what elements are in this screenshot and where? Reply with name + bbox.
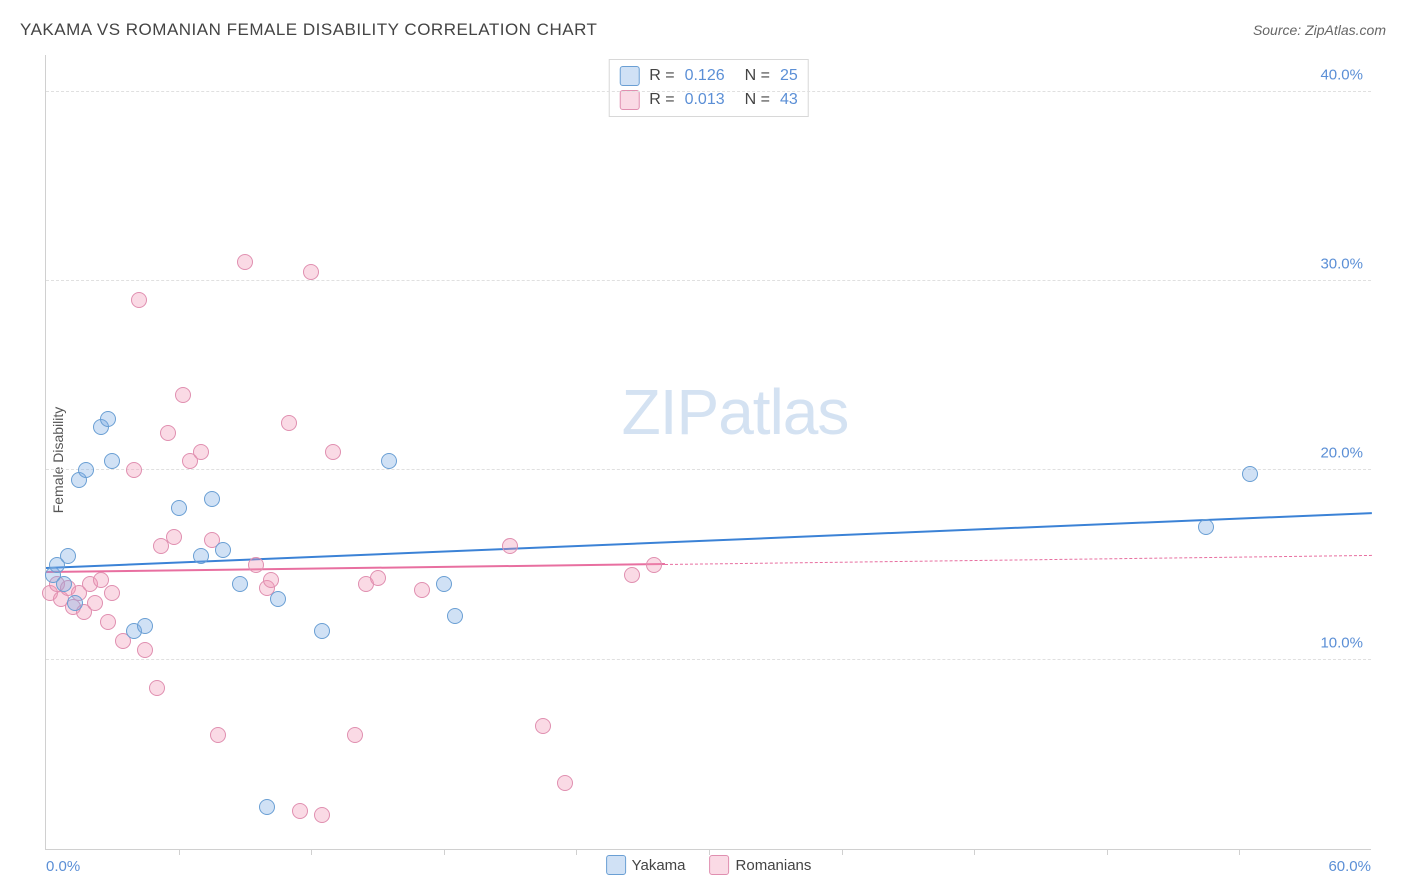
legend-label: Yakama — [632, 857, 686, 874]
data-point — [314, 623, 330, 639]
data-point — [171, 500, 187, 516]
x-tick — [842, 849, 843, 855]
data-point — [370, 570, 386, 586]
data-point — [126, 462, 142, 478]
data-point — [248, 557, 264, 573]
data-point — [646, 557, 662, 573]
data-point — [347, 727, 363, 743]
data-point — [215, 542, 231, 558]
data-point — [166, 529, 182, 545]
data-point — [149, 680, 165, 696]
x-tick — [709, 849, 710, 855]
data-point — [502, 538, 518, 554]
data-point — [67, 595, 83, 611]
data-point — [232, 576, 248, 592]
chart-title: YAKAMA VS ROMANIAN FEMALE DISABILITY COR… — [20, 20, 597, 40]
stat-n-label: N = — [745, 91, 770, 109]
x-tick — [576, 849, 577, 855]
stat-r-label: R = — [649, 91, 674, 109]
legend-item: Romanians — [710, 855, 812, 875]
data-point — [447, 608, 463, 624]
stat-n-value: 43 — [780, 91, 798, 109]
stats-legend: R = 0.126 N = 25 R = 0.013 N = 43 — [608, 59, 809, 117]
watermark: ZIPatlas — [622, 375, 849, 449]
stat-r-label: R = — [649, 67, 674, 85]
y-tick-label: 40.0% — [1320, 66, 1363, 83]
data-point — [259, 799, 275, 815]
data-point — [535, 718, 551, 734]
data-point — [137, 618, 153, 634]
data-point — [193, 548, 209, 564]
x-tick — [1239, 849, 1240, 855]
legend-swatch — [606, 855, 626, 875]
data-point — [210, 727, 226, 743]
data-point — [60, 548, 76, 564]
legend-swatch — [619, 66, 639, 86]
series-legend: Yakama Romanians — [606, 855, 812, 875]
data-point — [624, 567, 640, 583]
data-point — [104, 585, 120, 601]
gridline — [46, 280, 1371, 281]
x-tick — [974, 849, 975, 855]
legend-swatch — [619, 90, 639, 110]
data-point — [131, 292, 147, 308]
x-tick — [311, 849, 312, 855]
data-point — [270, 591, 286, 607]
data-point — [314, 807, 330, 823]
legend-swatch — [710, 855, 730, 875]
y-tick-label: 20.0% — [1320, 445, 1363, 462]
x-tick-label: 0.0% — [46, 858, 80, 875]
x-tick — [1107, 849, 1108, 855]
x-tick — [179, 849, 180, 855]
stat-row: R = 0.126 N = 25 — [619, 64, 798, 88]
data-point — [1242, 466, 1258, 482]
data-point — [281, 415, 297, 431]
data-point — [175, 387, 191, 403]
data-point — [381, 453, 397, 469]
gridline — [46, 659, 1371, 660]
stat-r-value: 0.126 — [685, 67, 725, 85]
gridline — [46, 469, 1371, 470]
data-point — [436, 576, 452, 592]
data-point — [137, 642, 153, 658]
y-axis-label: Female Disability — [50, 407, 66, 514]
data-point — [292, 803, 308, 819]
data-point — [100, 614, 116, 630]
trend-line — [46, 512, 1372, 569]
x-tick-label: 60.0% — [1328, 858, 1371, 875]
data-point — [93, 572, 109, 588]
data-point — [237, 254, 253, 270]
stat-r-value: 0.013 — [685, 91, 725, 109]
data-point — [104, 453, 120, 469]
source-label: Source: ZipAtlas.com — [1253, 22, 1386, 38]
data-point — [204, 491, 220, 507]
data-point — [193, 444, 209, 460]
trend-line-dashed — [665, 555, 1372, 565]
data-point — [325, 444, 341, 460]
data-point — [263, 572, 279, 588]
data-point — [87, 595, 103, 611]
plot-area: Female Disability ZIPatlas R = 0.126 N = … — [45, 55, 1371, 850]
stat-n-label: N = — [745, 67, 770, 85]
data-point — [303, 264, 319, 280]
data-point — [78, 462, 94, 478]
data-point — [100, 411, 116, 427]
data-point — [414, 582, 430, 598]
legend-label: Romanians — [736, 857, 812, 874]
legend-item: Yakama — [606, 855, 686, 875]
y-tick-label: 30.0% — [1320, 256, 1363, 273]
stat-n-value: 25 — [780, 67, 798, 85]
data-point — [56, 576, 72, 592]
y-tick-label: 10.0% — [1320, 634, 1363, 651]
data-point — [1198, 519, 1214, 535]
data-point — [160, 425, 176, 441]
data-point — [557, 775, 573, 791]
gridline — [46, 91, 1371, 92]
x-tick — [444, 849, 445, 855]
